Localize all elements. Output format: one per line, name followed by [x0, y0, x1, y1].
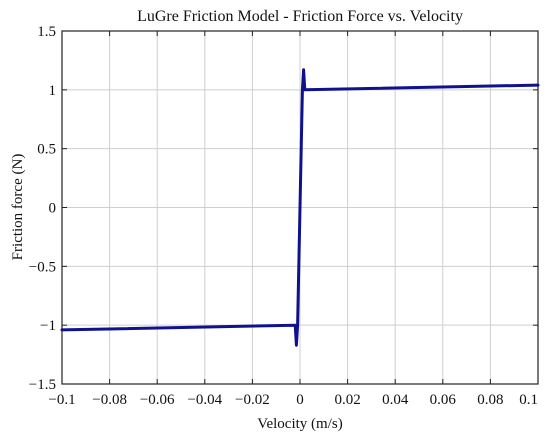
- y-tick-label: −1.5: [29, 377, 56, 393]
- x-tick-label: 0.06: [430, 392, 457, 408]
- x-tick-label: 0.04: [382, 392, 409, 408]
- y-tick-label: −1: [40, 318, 56, 334]
- series-line-1: [60, 68, 540, 347]
- x-tick-label: −0.1: [48, 392, 75, 408]
- x-tick-label: −0.08: [92, 392, 127, 408]
- series-layer: [60, 68, 540, 347]
- y-tick-label: 0: [49, 201, 57, 217]
- x-tick-label: −0.04: [187, 392, 222, 408]
- x-tick-label: 0.08: [477, 392, 503, 408]
- y-axis-label: Friction force (N): [10, 154, 26, 261]
- x-tick-labels: −0.1 −0.08 −0.06 −0.04 −0.02 0 0.02 0.04 0.06 0.0…: [48, 392, 538, 408]
- x-tick-label: 0.1: [519, 392, 538, 408]
- chart-title: LuGre Friction Model - Friction Force vs…: [137, 8, 463, 25]
- y-tick-label: 0.5: [37, 142, 56, 158]
- x-tick-label: 0: [296, 392, 304, 408]
- y-tick-label: −0.5: [29, 259, 56, 275]
- x-axis-label: Velocity (m/s): [257, 416, 342, 432]
- x-tick-label: −0.06: [140, 392, 175, 408]
- x-tick-label: 0.02: [334, 392, 360, 408]
- axis-ticks: [61, 30, 539, 385]
- x-tick-label: −0.02: [235, 392, 270, 408]
- y-tick-labels: −1.5 −1 −0.5 0 0.5 1 1.5: [29, 24, 56, 393]
- y-tick-label: 1: [49, 83, 57, 99]
- y-tick-label: 1.5: [37, 24, 56, 40]
